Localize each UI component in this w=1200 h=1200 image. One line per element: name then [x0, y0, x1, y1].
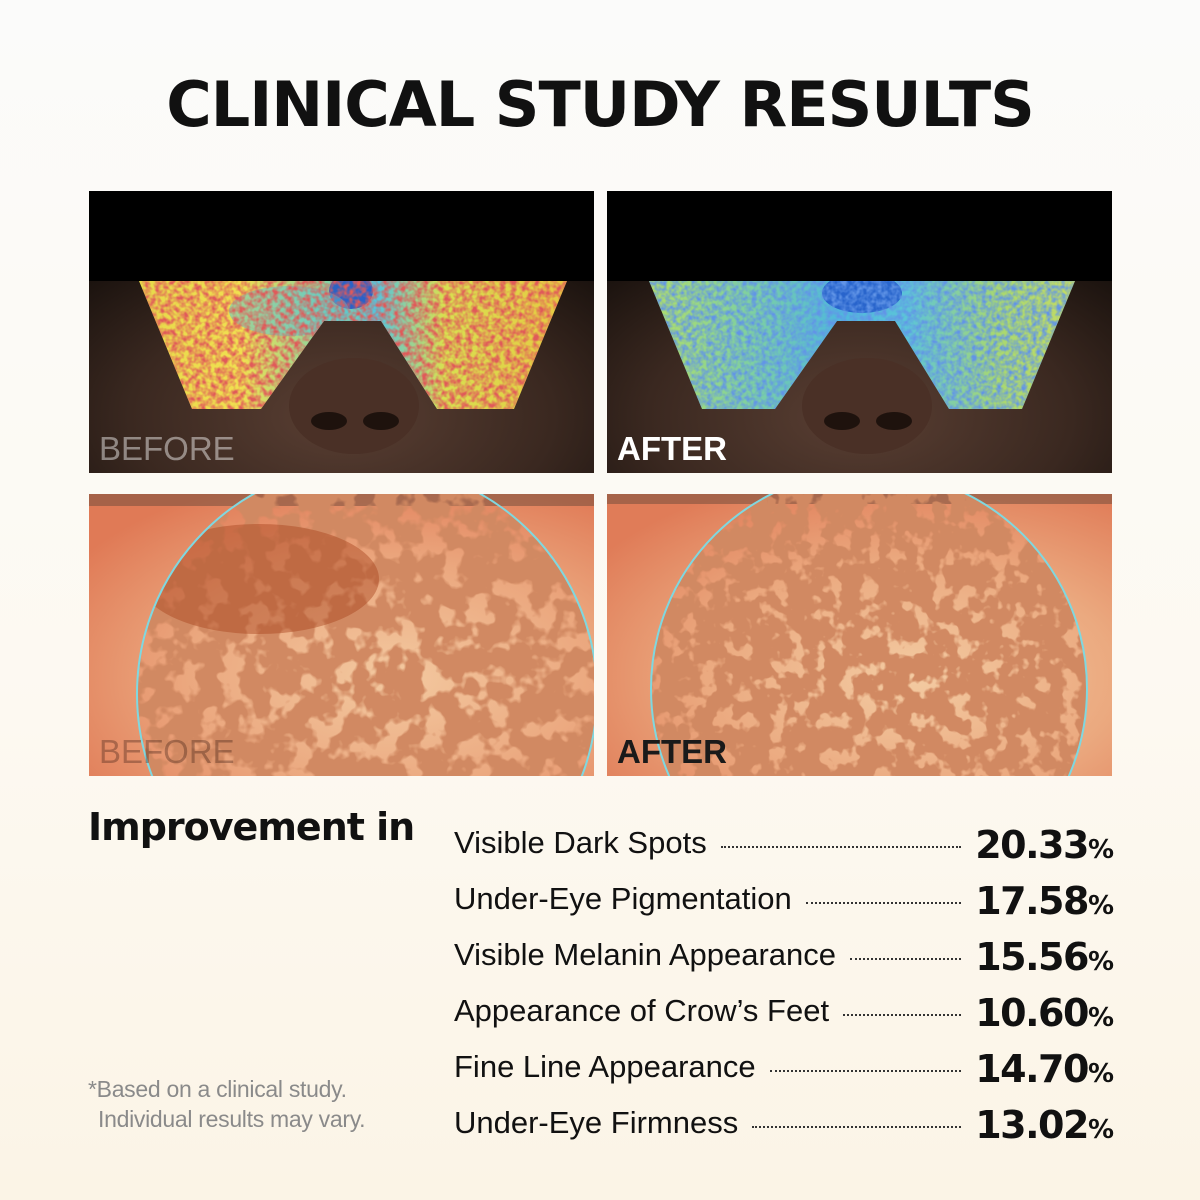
before-label: BEFORE	[99, 733, 235, 770]
percent-sign: %	[1087, 891, 1114, 921]
metric-row-melanin: Visible Melanin Appearance 15.56%	[454, 924, 1114, 980]
metric-value: 15.56%	[975, 938, 1114, 980]
metric-number: 20.33	[975, 823, 1089, 867]
dotted-leader	[850, 958, 962, 960]
metric-label: Visible Dark Spots	[454, 825, 707, 860]
metric-label: Under-Eye Firmness	[454, 1105, 739, 1140]
metric-value: 20.33%	[975, 826, 1114, 868]
dotted-leader	[720, 846, 962, 848]
metric-value: 17.58%	[975, 882, 1114, 924]
percent-sign: %	[1087, 1003, 1114, 1033]
metric-number: 14.70	[975, 1047, 1089, 1091]
after-spots-photo: AFTER	[607, 494, 1112, 776]
before-heatmap-photo: BEFORE	[89, 191, 594, 473]
disclaimer-footnote: *Based on a clinical study. Individual r…	[88, 1074, 366, 1134]
dotted-leader	[752, 1126, 962, 1128]
metric-label: Under-Eye Pigmentation	[454, 881, 792, 916]
metric-row-fine-lines: Fine Line Appearance 14.70%	[454, 1036, 1114, 1092]
percent-sign: %	[1087, 835, 1114, 865]
metric-value: 14.70%	[975, 1050, 1114, 1092]
footnote-line-2: Individual results may vary.	[98, 1106, 366, 1132]
metric-row-dark-spots: Visible Dark Spots 20.33%	[454, 812, 1114, 868]
before-spots-photo: BEFORE	[89, 494, 594, 776]
page-title: CLINICAL STUDY RESULTS	[166, 68, 1035, 141]
metric-number: 17.58	[975, 879, 1089, 923]
metric-value: 13.02%	[975, 1106, 1114, 1148]
after-label: AFTER	[617, 430, 727, 467]
after-heatmap-photo: AFTER	[607, 191, 1112, 473]
dotted-leader	[769, 1070, 962, 1072]
metric-number: 15.56	[975, 935, 1089, 979]
metric-label: Visible Melanin Appearance	[454, 937, 837, 972]
metric-value: 10.60%	[975, 994, 1114, 1036]
metrics-list: Visible Dark Spots 20.33% Under-Eye Pigm…	[454, 812, 1114, 1148]
percent-sign: %	[1087, 1115, 1114, 1145]
improvement-heading: Improvement in	[88, 805, 415, 849]
dotted-leader	[843, 1014, 962, 1016]
footnote-line-1: *Based on a clinical study.	[88, 1076, 347, 1102]
metric-number: 13.02	[975, 1103, 1089, 1147]
dotted-leader	[805, 902, 962, 904]
metric-row-crows-feet: Appearance of Crow’s Feet 10.60%	[454, 980, 1114, 1036]
percent-sign: %	[1087, 1059, 1114, 1089]
before-label: BEFORE	[99, 430, 235, 467]
metric-label: Fine Line Appearance	[454, 1049, 756, 1084]
metric-row-under-eye-pigmentation: Under-Eye Pigmentation 17.58%	[454, 868, 1114, 924]
percent-sign: %	[1087, 947, 1114, 977]
metric-row-under-eye-firmness: Under-Eye Firmness 13.02%	[454, 1092, 1114, 1148]
metric-number: 10.60	[975, 991, 1089, 1035]
after-label: AFTER	[617, 733, 727, 770]
metric-label: Appearance of Crow’s Feet	[454, 993, 830, 1028]
